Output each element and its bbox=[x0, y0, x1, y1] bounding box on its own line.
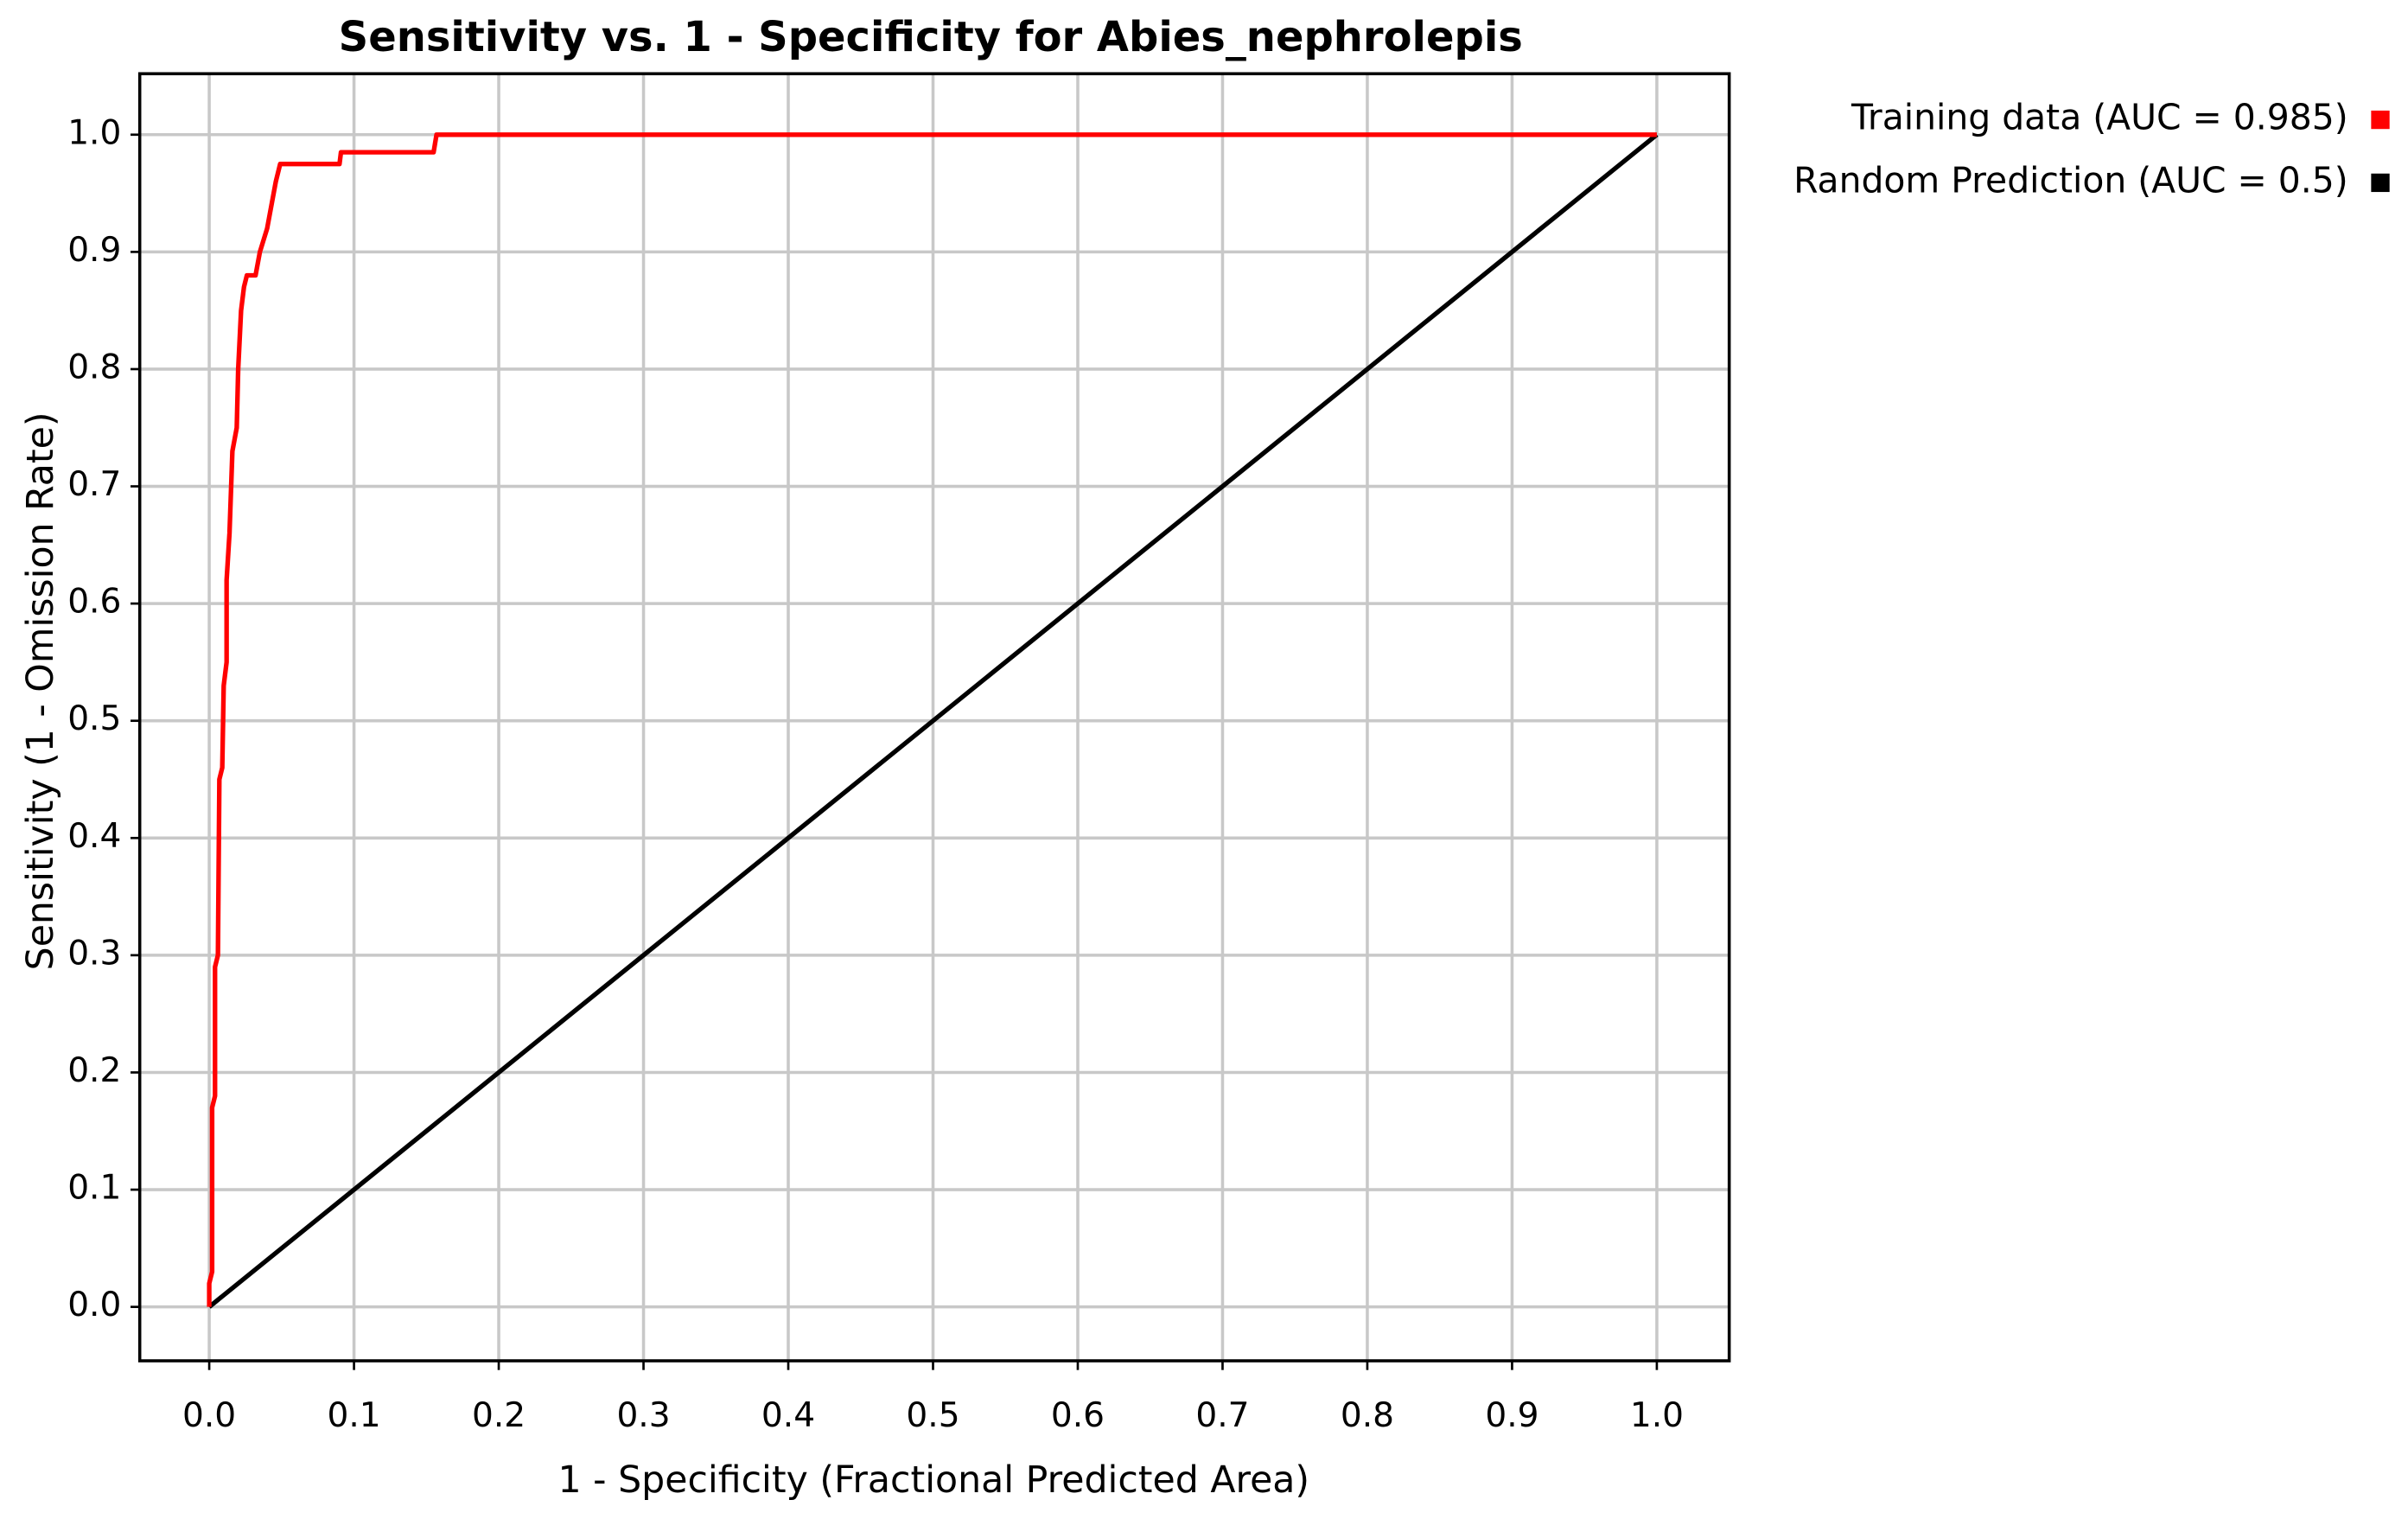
x-tick-label: 0.6 bbox=[1051, 1396, 1105, 1435]
series-line bbox=[207, 132, 1659, 1309]
plot-frame bbox=[137, 72, 1731, 1363]
x-tick-label: 0.8 bbox=[1341, 1396, 1394, 1435]
y-tick-label: 0.1 bbox=[67, 1169, 121, 1208]
y-tick-label: 0.7 bbox=[67, 465, 121, 504]
y-tick-label: 0.8 bbox=[67, 348, 121, 386]
x-tick-label: 0.1 bbox=[327, 1396, 380, 1435]
x-tick-label: 0.3 bbox=[616, 1396, 670, 1435]
y-tick-label: 0.9 bbox=[67, 231, 121, 270]
x-axis-label: 1 - Specificity (Fractional Predicted Ar… bbox=[558, 1458, 1310, 1502]
x-tick-label: 0.0 bbox=[182, 1396, 236, 1435]
y-tick-label: 0.4 bbox=[67, 817, 121, 856]
x-tick-label: 0.2 bbox=[472, 1396, 526, 1435]
x-tick-label: 0.4 bbox=[761, 1396, 815, 1435]
x-tick-label: 1.0 bbox=[1630, 1396, 1684, 1435]
x-tick-label: 0.7 bbox=[1195, 1396, 1249, 1435]
legend-swatch bbox=[2371, 110, 2390, 130]
x-tick-label: 0.5 bbox=[906, 1396, 959, 1435]
y-tick-label: 0.3 bbox=[67, 934, 121, 973]
legend-label: Training data (AUC = 0.985) bbox=[1851, 97, 2348, 138]
y-tick-label: 0.2 bbox=[67, 1051, 121, 1090]
y-tick-label: 0.0 bbox=[67, 1286, 121, 1324]
y-tick-label: 1.0 bbox=[67, 113, 121, 152]
y-axis-label: Sensitivity (1 - Omission Rate) bbox=[19, 412, 62, 971]
x-tick-label: 0.9 bbox=[1485, 1396, 1538, 1435]
y-tick-label: 0.5 bbox=[67, 699, 121, 738]
y-tick-label: 0.6 bbox=[67, 583, 121, 622]
legend-swatch bbox=[2371, 173, 2390, 193]
series-line bbox=[207, 132, 1657, 1307]
chart-title: Sensitivity vs. 1 - Specificity for Abie… bbox=[339, 13, 1523, 61]
legend-label: Random Prediction (AUC = 0.5) bbox=[1793, 159, 2348, 201]
